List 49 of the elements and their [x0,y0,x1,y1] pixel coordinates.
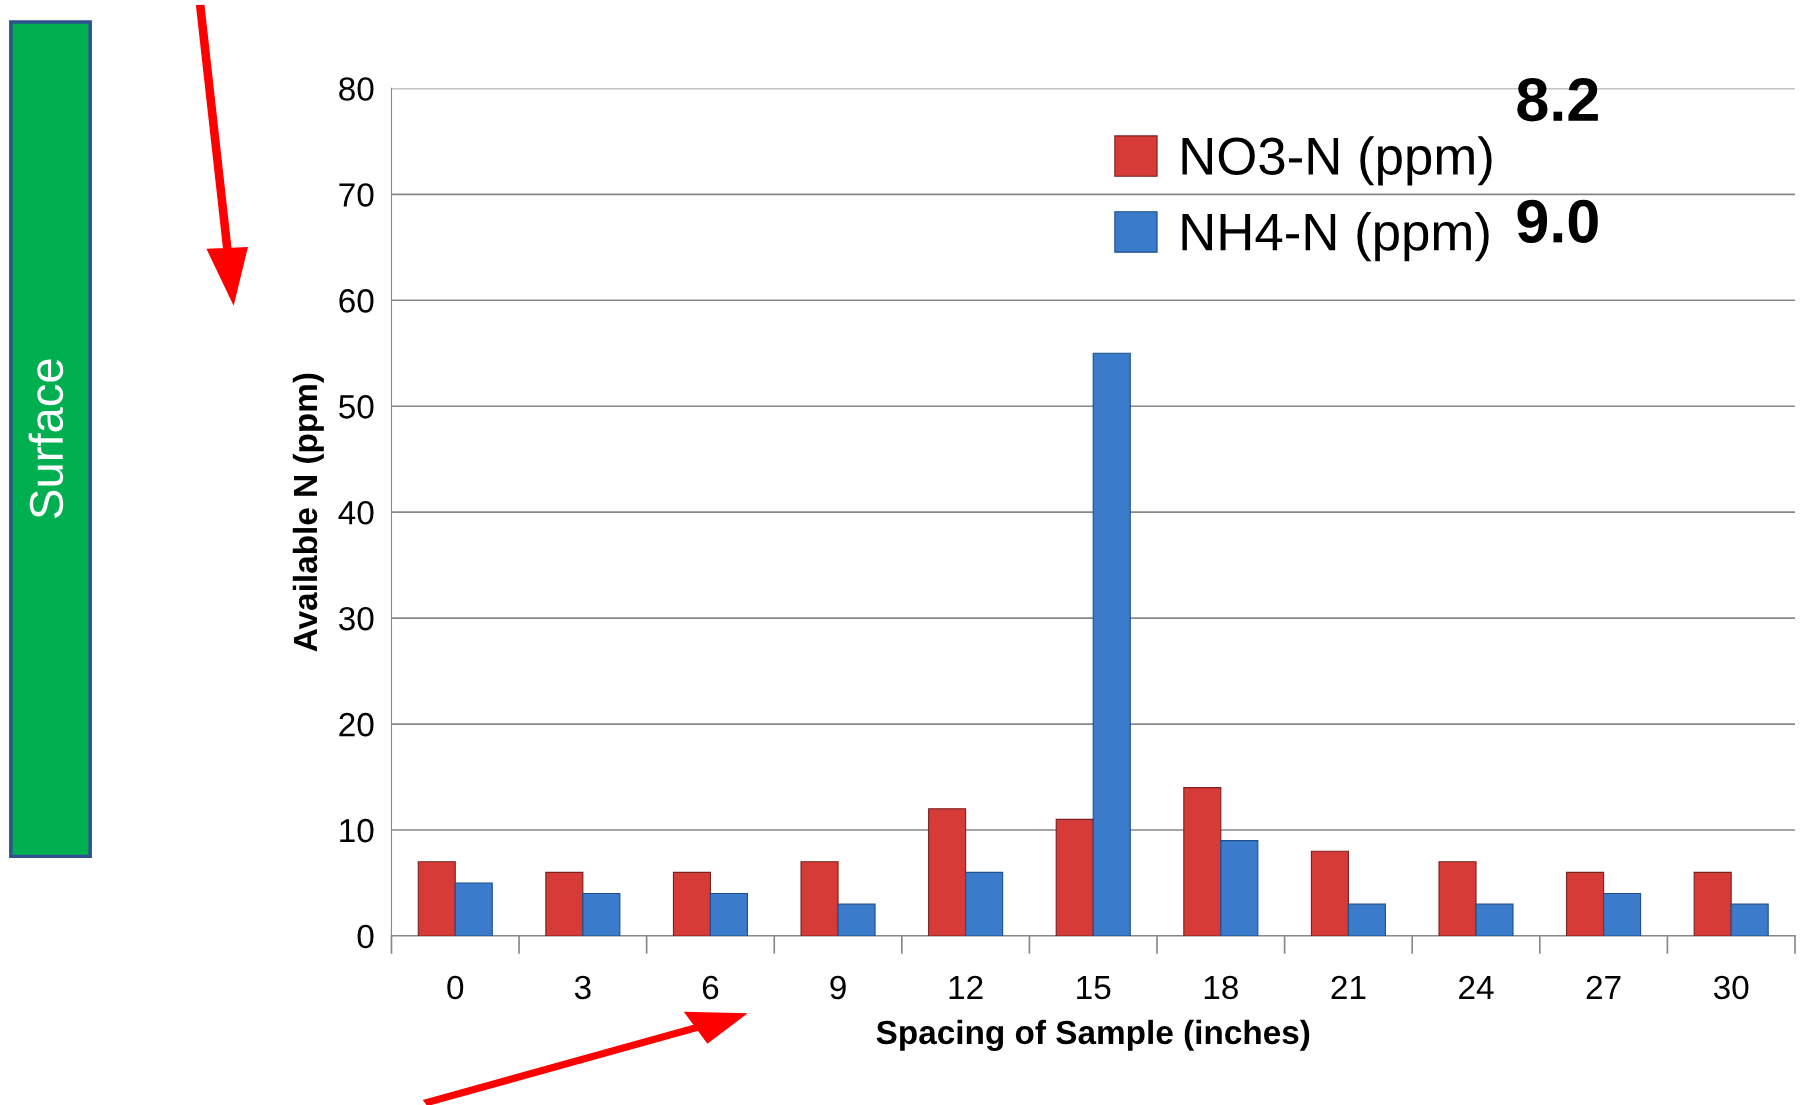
y-tick-label: 80 [339,77,374,101]
bar [1055,818,1094,936]
bar [1475,903,1514,936]
x-tick-label: 0 [447,975,464,1000]
x-tick-label: 6 [702,975,719,1000]
bar [965,871,1004,936]
annotation: 9.0 [1517,199,1598,243]
bar [1730,903,1769,936]
bar [1347,903,1386,936]
y-tick-label: 0 [357,924,374,949]
bar [1092,352,1131,936]
y-tick-label: 40 [338,500,374,525]
x-tick-label: 27 [1586,975,1621,999]
bar [1566,871,1605,936]
y-tick-label: 30 [339,606,374,631]
y-tick-label: 10 [340,818,374,843]
y-tick-label: 60 [339,289,374,313]
text: Surface [28,359,64,518]
bar [672,871,712,936]
bar [1438,861,1477,936]
bar [1603,893,1642,936]
bar [545,871,584,936]
y-tick-label: 20 [339,712,374,737]
legend-label: NO3-N (ppm) [1182,136,1492,186]
x-axis-title: Spacing of Sample (inches) [876,1019,1310,1051]
bar [1310,850,1349,936]
x-tick-label: 30 [1713,975,1749,1000]
bar [1220,840,1259,936]
x-tick-label: 15 [1077,976,1111,1000]
legend-label: NH4-N (ppm) [1182,212,1489,262]
x-tick-label: 12 [949,975,983,999]
bar [417,861,456,936]
bar [709,893,749,936]
bar [928,808,967,936]
bar [1693,871,1732,936]
x-tick-label: 9 [830,975,846,1000]
x-tick-label: 3 [574,975,591,1000]
bar [582,893,621,936]
y-axis-title: Available N (ppm) [292,373,324,652]
annotation: 8.2 [1517,78,1598,122]
y-tick-label: 50 [339,395,374,419]
x-tick-label: 24 [1459,975,1494,999]
bar [837,903,876,936]
y-tick-label: 70 [339,183,374,207]
bar [800,861,839,936]
bar [454,882,493,936]
bar [1183,787,1222,936]
x-tick-label: 21 [1331,975,1366,999]
x-tick-label: 18 [1204,975,1238,1000]
